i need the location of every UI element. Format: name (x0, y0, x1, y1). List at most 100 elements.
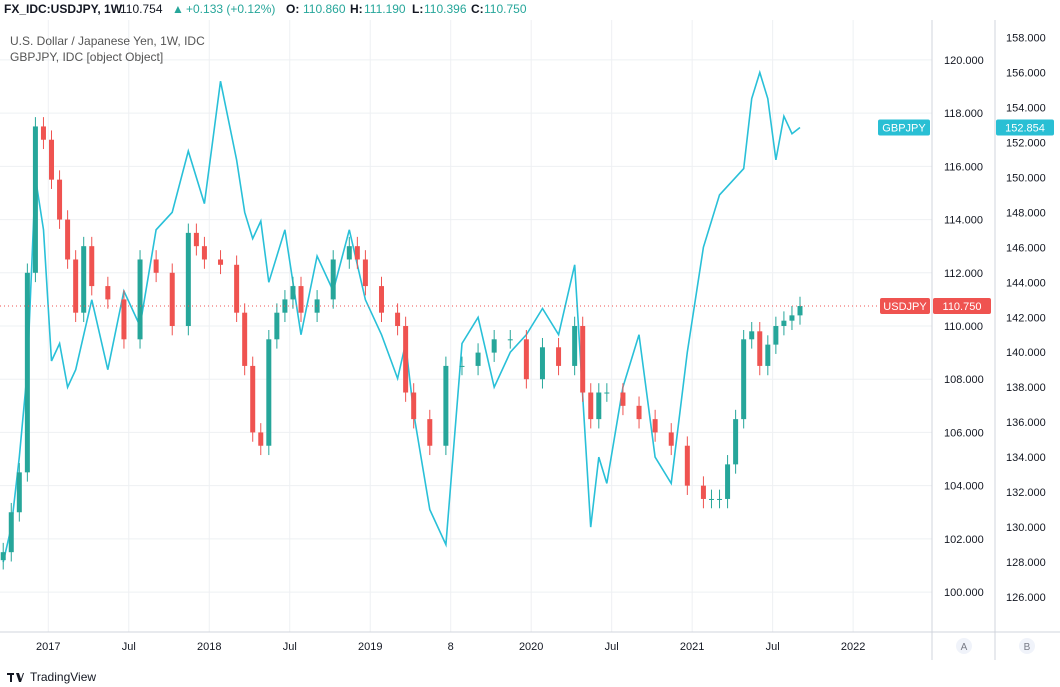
x-tick-label: Jul (122, 641, 136, 653)
y-left-tick-label: 114.000 (944, 215, 983, 227)
x-tick-label: 8 (448, 641, 454, 653)
y-right-tick-label: 142.000 (1006, 312, 1046, 324)
candle-body (193, 232, 199, 247)
x-tick-label: 2021 (680, 641, 704, 653)
tradingview-brand[interactable]: TradingView (30, 670, 97, 684)
y-right-tick-label: 148.000 (1006, 207, 1046, 219)
high-value: 111.190 (364, 2, 406, 16)
x-tick-label: Jul (605, 641, 619, 653)
candle-body (580, 326, 586, 393)
tradingview-logo-icon[interactable] (6, 670, 24, 684)
candle-body (781, 320, 787, 326)
candle-body (588, 392, 594, 420)
candle-body (378, 286, 384, 313)
up-arrow-icon: ▲ (172, 2, 184, 16)
candle-body (105, 286, 111, 300)
symbol-header: FX_IDC:USDJPY, 1W 110.754 ▲ +0.133 (+0.1… (0, 0, 1060, 20)
gbpjpy-value-label: 152.854 (1005, 122, 1045, 134)
compare-scale-button[interactable] (1019, 638, 1035, 654)
candle-body (16, 472, 22, 513)
candle-body (620, 392, 626, 406)
candle-body (797, 306, 803, 316)
candle-body (459, 365, 465, 367)
candle-body (185, 232, 191, 326)
x-tick-label: 2018 (197, 641, 221, 653)
candle-body (346, 246, 352, 260)
x-tick-label: 2019 (358, 641, 382, 653)
gbpjpy-series (2, 69, 801, 563)
candle-body (89, 246, 95, 287)
y-left-tick-label: 120.000 (944, 55, 984, 67)
y-right-tick-label: 152.000 (1006, 137, 1046, 149)
candle-body (491, 339, 497, 353)
x-tick-label: 2020 (519, 641, 543, 653)
candle-body (153, 259, 159, 273)
y-left-tick-label: 100.000 (944, 587, 984, 599)
auto-scale-button[interactable] (956, 638, 972, 654)
y-right-tick-label: 150.000 (1006, 172, 1046, 184)
x-tick-label: Jul (283, 641, 297, 653)
candle-body (250, 365, 256, 433)
y-right-tick-label: 158.000 (1006, 32, 1046, 44)
y-right-tick-label: 132.000 (1006, 487, 1046, 499)
candle-body (411, 392, 417, 420)
candle-body (741, 339, 747, 420)
gbpjpy-name-badge (878, 119, 930, 136)
main-legend-title: U.S. Dollar / Japanese Yen, 1W, IDC (10, 34, 205, 48)
candle-body (49, 139, 55, 180)
candle-body (314, 299, 320, 313)
gbpjpy-line (2, 69, 801, 563)
candle-body (789, 315, 795, 321)
candle-body (266, 339, 272, 446)
candle-body (443, 365, 449, 446)
candle-body (32, 126, 38, 273)
candle-body (757, 331, 763, 366)
candle-body (362, 259, 368, 287)
compare-legend-title: GBPJPY, IDC [object Object] (10, 50, 164, 64)
candle-body (749, 331, 755, 340)
chart-area[interactable]: 120.000 118.000 116.000 114.000 112.000 110.0… (0, 20, 1060, 660)
candle-body (684, 445, 690, 486)
axes: 120.000 118.000 116.000 114.000 112.000 110.0… (0, 20, 1060, 660)
last-price: 110.754 (120, 2, 163, 16)
candle-body (507, 339, 513, 341)
footer: TradingView (0, 667, 1060, 687)
candle-body (572, 326, 578, 366)
candle-body (700, 485, 706, 499)
low-value: 110.396 (424, 2, 467, 16)
y-right-tick-label: 138.000 (1006, 382, 1046, 394)
usdjpy-name-badge (880, 298, 930, 315)
y-left-tick-label: 108.000 (944, 374, 984, 386)
x-tick-label: Jul (766, 641, 780, 653)
candle-body (717, 498, 723, 500)
candle-body (427, 419, 433, 446)
candle-body (201, 246, 207, 260)
y-left-tick-label: 110.000 (944, 321, 983, 333)
candle-body (604, 392, 610, 394)
candle-body (298, 286, 304, 313)
candle-body (539, 347, 545, 380)
candle-body (121, 299, 127, 340)
usdjpy-name-label: USDJPY (883, 301, 927, 313)
y-right-tick-label: 144.000 (1006, 277, 1046, 289)
candle-body (652, 419, 658, 433)
auto-scale-label: A (961, 642, 968, 653)
candle-body (24, 272, 30, 473)
candle-body (556, 347, 562, 366)
y-right-tick-label: 136.000 (1006, 417, 1046, 429)
x-tick-label: 2022 (841, 641, 865, 653)
close-label: C: (471, 2, 484, 16)
candle-body (218, 259, 224, 265)
x-tick-label: 2017 (36, 641, 60, 653)
symbol-title[interactable]: FX_IDC:USDJPY, 1W (4, 2, 123, 16)
y-right-tick-label: 156.000 (1006, 67, 1046, 79)
y-left-tick-label: 112.000 (944, 268, 983, 280)
candle-body (169, 272, 175, 326)
y-left-tick-label: 118.000 (944, 108, 983, 120)
candle-body (242, 312, 248, 366)
candle-body (0, 552, 6, 561)
candle-body (354, 246, 360, 260)
usdjpy-series (0, 117, 803, 570)
high-label: H: (350, 2, 363, 16)
candle-body (330, 259, 336, 300)
